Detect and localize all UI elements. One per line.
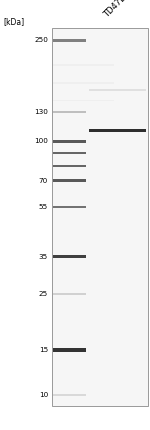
Bar xyxy=(53,64,114,66)
Text: 55: 55 xyxy=(39,204,48,210)
Bar xyxy=(89,129,146,132)
Text: 100: 100 xyxy=(34,138,48,144)
Bar xyxy=(53,348,86,352)
Bar xyxy=(53,394,86,396)
Bar xyxy=(53,111,86,114)
Text: 15: 15 xyxy=(39,347,48,353)
Bar xyxy=(53,179,86,182)
Bar xyxy=(53,293,86,295)
Bar xyxy=(53,255,86,258)
Text: 70: 70 xyxy=(39,178,48,184)
Text: 25: 25 xyxy=(39,291,48,297)
Bar xyxy=(53,82,114,83)
Bar xyxy=(53,140,86,143)
Text: 10: 10 xyxy=(39,392,48,398)
Text: [kDa]: [kDa] xyxy=(3,17,24,26)
Text: 35: 35 xyxy=(39,254,48,260)
Text: 130: 130 xyxy=(34,109,48,115)
Bar xyxy=(53,39,86,42)
Bar xyxy=(53,165,86,167)
Bar xyxy=(53,100,114,101)
Bar xyxy=(89,89,146,91)
Bar xyxy=(52,28,148,406)
Text: 250: 250 xyxy=(34,37,48,43)
Bar xyxy=(53,152,86,154)
Bar xyxy=(53,206,86,209)
Text: TD47D: TD47D xyxy=(102,0,128,19)
